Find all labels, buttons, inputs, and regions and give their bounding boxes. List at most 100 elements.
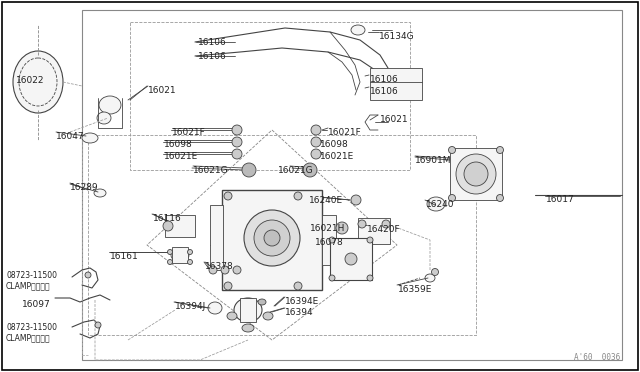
Text: 16394E: 16394E bbox=[285, 297, 319, 306]
Ellipse shape bbox=[303, 163, 317, 177]
Text: 16021E: 16021E bbox=[164, 152, 198, 161]
Text: 16289: 16289 bbox=[70, 183, 99, 192]
Bar bbox=[330, 238, 372, 280]
Ellipse shape bbox=[244, 210, 300, 266]
Text: 16021F: 16021F bbox=[172, 128, 205, 137]
Text: 16420F: 16420F bbox=[367, 225, 401, 234]
Ellipse shape bbox=[351, 25, 365, 35]
Bar bbox=[222, 190, 322, 290]
Ellipse shape bbox=[242, 324, 254, 332]
Ellipse shape bbox=[95, 322, 101, 328]
Ellipse shape bbox=[168, 260, 173, 264]
Ellipse shape bbox=[311, 149, 321, 159]
Bar bbox=[165, 215, 195, 237]
Text: 16378: 16378 bbox=[205, 262, 234, 271]
Text: CLAMPクランプ: CLAMPクランプ bbox=[6, 281, 51, 290]
Text: 16021H: 16021H bbox=[310, 224, 346, 233]
Text: 16240E: 16240E bbox=[309, 196, 343, 205]
Ellipse shape bbox=[329, 237, 335, 243]
Ellipse shape bbox=[13, 51, 63, 113]
Ellipse shape bbox=[497, 195, 504, 202]
Text: 16021: 16021 bbox=[148, 86, 177, 95]
Bar bbox=[240, 298, 256, 322]
Text: 16098: 16098 bbox=[320, 140, 349, 149]
Ellipse shape bbox=[456, 154, 496, 194]
Text: 16021F: 16021F bbox=[328, 128, 362, 137]
Ellipse shape bbox=[209, 266, 217, 274]
Ellipse shape bbox=[232, 149, 242, 159]
Ellipse shape bbox=[263, 312, 273, 320]
Ellipse shape bbox=[358, 220, 366, 228]
Text: 16161: 16161 bbox=[110, 252, 139, 261]
Text: 16394: 16394 bbox=[285, 308, 314, 317]
Ellipse shape bbox=[258, 299, 266, 305]
Ellipse shape bbox=[227, 312, 237, 320]
Ellipse shape bbox=[464, 162, 488, 186]
Ellipse shape bbox=[425, 274, 435, 282]
Bar bbox=[130, 22, 410, 170]
Bar bbox=[322, 215, 336, 265]
Text: 16047: 16047 bbox=[56, 132, 84, 141]
Text: 16097: 16097 bbox=[22, 300, 51, 309]
Ellipse shape bbox=[345, 253, 357, 265]
Ellipse shape bbox=[294, 192, 302, 200]
Text: 16106: 16106 bbox=[198, 38, 227, 47]
Ellipse shape bbox=[97, 112, 111, 124]
Ellipse shape bbox=[254, 220, 290, 256]
Text: 16106: 16106 bbox=[198, 52, 227, 61]
Text: CLAMPクランプ: CLAMPクランプ bbox=[6, 333, 51, 342]
Bar bbox=[82, 10, 622, 360]
Ellipse shape bbox=[188, 260, 193, 264]
Text: 16394J: 16394J bbox=[175, 302, 206, 311]
Bar bbox=[370, 68, 422, 100]
Ellipse shape bbox=[94, 189, 106, 197]
Ellipse shape bbox=[311, 137, 321, 147]
Text: 16106: 16106 bbox=[370, 87, 399, 96]
Text: 16116: 16116 bbox=[153, 214, 182, 223]
Text: 16078: 16078 bbox=[315, 238, 344, 247]
Ellipse shape bbox=[234, 298, 262, 322]
Ellipse shape bbox=[336, 222, 348, 234]
Text: 16021G: 16021G bbox=[193, 166, 228, 175]
Text: 16017: 16017 bbox=[546, 195, 575, 204]
Ellipse shape bbox=[311, 125, 321, 135]
Ellipse shape bbox=[85, 272, 91, 278]
Ellipse shape bbox=[224, 282, 232, 290]
Bar bbox=[358, 218, 390, 244]
Ellipse shape bbox=[232, 137, 242, 147]
Ellipse shape bbox=[163, 221, 173, 231]
Ellipse shape bbox=[242, 163, 256, 177]
Ellipse shape bbox=[449, 195, 456, 202]
Ellipse shape bbox=[342, 251, 360, 267]
Ellipse shape bbox=[367, 275, 373, 281]
Bar bbox=[172, 247, 188, 263]
Text: 16098: 16098 bbox=[164, 140, 193, 149]
Ellipse shape bbox=[224, 192, 232, 200]
Text: 16022: 16022 bbox=[16, 76, 45, 85]
Ellipse shape bbox=[329, 275, 335, 281]
Ellipse shape bbox=[497, 147, 504, 154]
Ellipse shape bbox=[449, 147, 456, 154]
Ellipse shape bbox=[351, 195, 361, 205]
Ellipse shape bbox=[264, 230, 280, 246]
Bar bbox=[450, 148, 502, 200]
Text: 16359E: 16359E bbox=[398, 285, 433, 294]
Text: A'60  0036: A'60 0036 bbox=[573, 353, 620, 362]
Text: 16021: 16021 bbox=[380, 115, 408, 124]
Text: 16901M: 16901M bbox=[415, 156, 451, 165]
Ellipse shape bbox=[208, 302, 222, 314]
Ellipse shape bbox=[294, 282, 302, 290]
Text: 08723-11500: 08723-11500 bbox=[6, 323, 57, 332]
Ellipse shape bbox=[82, 133, 98, 143]
Bar bbox=[210, 205, 223, 270]
Text: 16021E: 16021E bbox=[320, 152, 355, 161]
Text: 16106: 16106 bbox=[370, 75, 399, 84]
Ellipse shape bbox=[232, 125, 242, 135]
Ellipse shape bbox=[171, 248, 189, 262]
Ellipse shape bbox=[382, 220, 390, 228]
Ellipse shape bbox=[427, 197, 445, 211]
Text: 16240: 16240 bbox=[426, 200, 454, 209]
Ellipse shape bbox=[233, 266, 241, 274]
Ellipse shape bbox=[431, 269, 438, 276]
Ellipse shape bbox=[99, 96, 121, 114]
